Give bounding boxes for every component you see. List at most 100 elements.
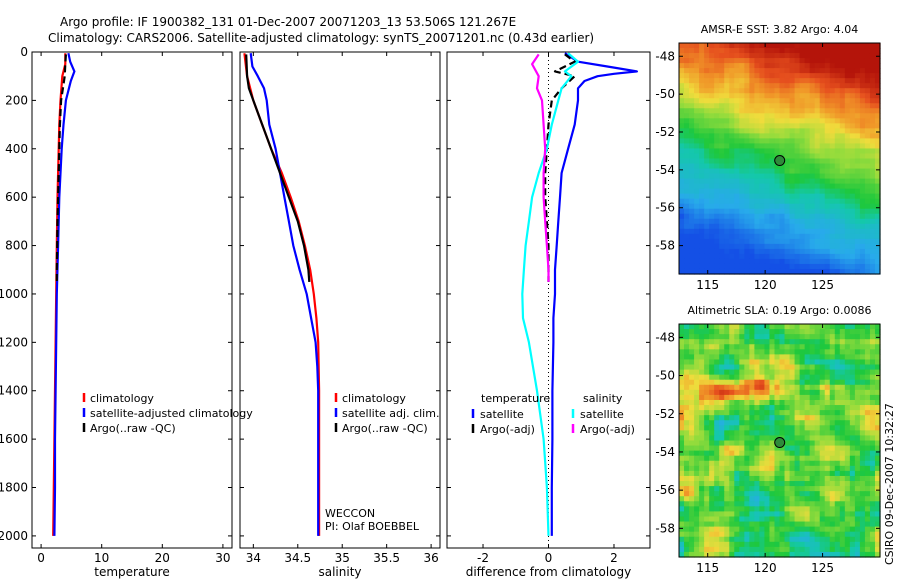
heatmap-cell: [789, 63, 796, 69]
heatmap-cell: [789, 118, 796, 124]
heatmap-cell: [729, 73, 735, 79]
heatmap-cell: [679, 113, 685, 119]
heatmap-cell: [814, 133, 821, 140]
heatmap-cell: [759, 491, 766, 497]
heatmap-cell: [729, 329, 735, 335]
heatmap-cell: [689, 138, 695, 145]
plot-frame: [31, 51, 233, 549]
heatmap-cell: [829, 268, 836, 275]
heatmap-cell: [819, 359, 826, 366]
heatmap-cell: [834, 440, 841, 447]
heatmap-cell: [834, 253, 841, 260]
heatmap-cell: [829, 93, 836, 99]
heatmap-cell: [689, 88, 695, 94]
heatmap-cell: [729, 103, 735, 109]
heatmap-cell: [694, 339, 700, 345]
heatmap-cell: [729, 253, 735, 260]
heatmap-cell: [839, 420, 846, 426]
heatmap-cell: [864, 148, 871, 155]
heatmap-cell: [774, 103, 781, 109]
heatmap-cell: [824, 541, 831, 548]
heatmap-cell: [804, 470, 811, 477]
heatmap-cell: [704, 253, 710, 260]
heatmap-cell: [694, 253, 700, 260]
heatmap-cell: [854, 148, 861, 155]
heatmap-cell: [754, 486, 761, 492]
heatmap-cell: [734, 163, 740, 170]
heatmap-cell: [719, 531, 725, 538]
heatmap-cell: [759, 143, 766, 150]
heatmap-cell: [784, 53, 791, 59]
heatmap-cell: [759, 53, 766, 59]
heatmap-cell: [759, 73, 766, 79]
heatmap-cell: [814, 113, 821, 119]
heatmap-cell: [764, 148, 771, 155]
heatmap-cell: [794, 233, 801, 240]
heatmap-cell: [759, 153, 766, 160]
heatmap-cell: [764, 153, 771, 160]
heatmap-cell: [794, 148, 801, 155]
heatmap-cell: [764, 465, 771, 472]
heatmap-cell: [779, 138, 786, 145]
heatmap-cell: [734, 344, 740, 350]
heatmap-cell: [749, 531, 755, 538]
heatmap-cell: [689, 405, 695, 411]
heatmap-cell: [829, 258, 836, 265]
heatmap-cell: [754, 481, 761, 487]
heatmap-cell: [734, 233, 740, 240]
heatmap-cell: [774, 43, 781, 49]
heatmap-cell: [839, 465, 846, 472]
y-tick-label: -50: [655, 87, 675, 101]
heatmap-cell: [694, 389, 700, 396]
heatmap-cell: [799, 440, 806, 447]
heatmap-cell: [699, 83, 705, 89]
heatmap-cell: [799, 551, 806, 558]
heatmap-cell: [704, 78, 710, 84]
heatmap-cell: [689, 193, 695, 200]
heatmap-cell: [784, 425, 791, 431]
heatmap-cell: [744, 183, 750, 190]
heatmap-cell: [719, 248, 725, 255]
heatmap-cell: [859, 415, 866, 421]
heatmap-cell: [714, 243, 720, 250]
heatmap-cell: [714, 536, 720, 543]
heatmap-cell: [769, 420, 776, 426]
heatmap-cell: [769, 213, 776, 220]
heatmap-cell: [734, 521, 740, 528]
heatmap-cell: [764, 369, 771, 376]
heatmap-cell: [764, 551, 771, 558]
heatmap-cell: [869, 334, 876, 340]
heatmap-cell: [734, 491, 740, 497]
heatmap-cell: [754, 233, 761, 240]
heatmap-cell: [714, 475, 720, 482]
heatmap-cell: [744, 78, 750, 84]
heatmap-cell: [844, 178, 851, 185]
heatmap-cell: [794, 258, 801, 265]
heatmap-cell: [724, 153, 730, 160]
heatmap-cell: [714, 460, 720, 467]
heatmap-cell: [704, 123, 710, 129]
heatmap-cell: [719, 143, 725, 150]
heatmap-cell: [854, 394, 861, 401]
heatmap-cell: [854, 203, 861, 210]
heatmap-cell: [874, 163, 881, 170]
heatmap-cell: [739, 430, 745, 437]
heatmap-cell: [709, 415, 715, 421]
heatmap-cell: [819, 68, 826, 74]
heatmap-cell: [759, 188, 766, 195]
heatmap-cell: [834, 364, 841, 371]
heatmap-cell: [809, 248, 816, 255]
heatmap-cell: [859, 128, 866, 134]
x-axis-label: temperature: [94, 565, 169, 579]
heatmap-cell: [789, 379, 796, 386]
heatmap-cell: [859, 541, 866, 548]
heatmap-cell: [819, 113, 826, 119]
heatmap-cell: [819, 339, 826, 345]
heatmap-cell: [834, 531, 841, 538]
heatmap-cell: [714, 551, 720, 558]
heatmap-cell: [819, 238, 826, 245]
heatmap-cell: [744, 178, 750, 185]
heatmap-cell: [864, 53, 871, 59]
heatmap-cell: [829, 43, 836, 49]
